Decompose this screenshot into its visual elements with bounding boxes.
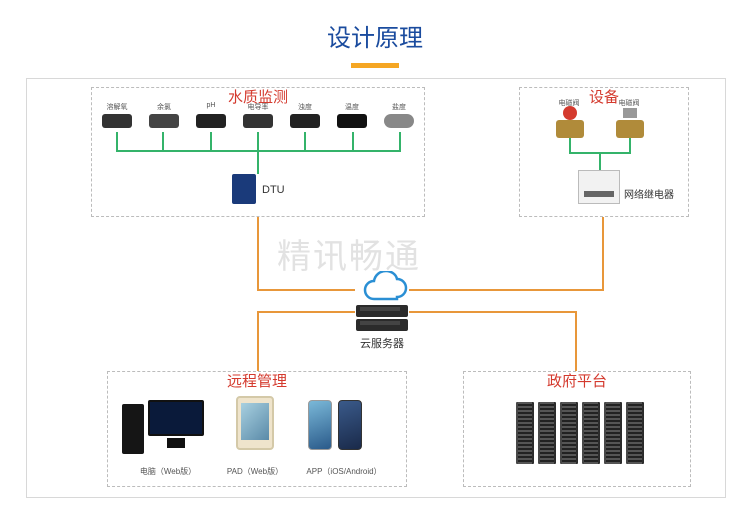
phone-icon xyxy=(338,400,362,450)
sensor-drop xyxy=(352,132,354,150)
dtu-icon xyxy=(232,174,256,204)
valve-drop xyxy=(629,138,631,152)
dtu-label: DTU xyxy=(262,184,285,196)
server-rack-icon xyxy=(538,402,556,464)
bus-to-dtu xyxy=(257,150,259,174)
sensor-drop xyxy=(399,132,401,150)
conn-monitoring-cloud xyxy=(257,217,259,289)
pc-stand xyxy=(167,438,185,448)
sensor-drop xyxy=(162,132,164,150)
valve-icon xyxy=(556,104,584,138)
cloud-label: 云服务器 xyxy=(342,335,422,351)
server-icon xyxy=(356,319,408,331)
conn-equipment-cloud xyxy=(602,217,604,289)
phone-icon xyxy=(308,400,332,450)
valve-drop xyxy=(569,138,571,152)
relay-icon xyxy=(578,170,620,204)
valve-label: 电磁阀 xyxy=(554,98,584,108)
sensor-drop xyxy=(257,132,259,150)
conn-cloud-remote xyxy=(257,311,259,371)
page-title: 设计原理 xyxy=(0,0,750,53)
server-rack-icon xyxy=(604,402,622,464)
sensor-drop xyxy=(304,132,306,150)
sensor-icon xyxy=(102,114,132,128)
valve-label: 电磁阀 xyxy=(614,98,644,108)
server-rack-icon xyxy=(582,402,600,464)
gov-title: 政府平台 xyxy=(464,370,690,391)
conn-cloud-gov xyxy=(409,311,577,313)
sensor-drop xyxy=(116,132,118,150)
pad-label: PAD（Web版） xyxy=(220,466,290,477)
sensor-row xyxy=(102,114,414,132)
title-underline xyxy=(351,63,399,68)
remote-title: 远程管理 xyxy=(108,370,406,391)
valve-icon xyxy=(616,104,644,138)
pc-tower-icon xyxy=(122,404,144,454)
sensor-icon xyxy=(384,114,414,128)
sensor-icon xyxy=(290,114,320,128)
diagram-frame: 精讯畅通 水质监测 溶解氧 余氯 pH 电导率 浊度 温度 盐度 xyxy=(26,78,726,498)
sensor-icon xyxy=(337,114,367,128)
server-rack-icon xyxy=(626,402,644,464)
server-rack-icon xyxy=(516,402,534,464)
sensor-label: 盐度 xyxy=(384,102,414,112)
sensor-label: 电导率 xyxy=(243,102,273,112)
conn-equipment-cloud xyxy=(409,289,604,291)
conn-monitoring-cloud xyxy=(257,289,355,291)
sensor-icon xyxy=(243,114,273,128)
sensor-label: 余氯 xyxy=(149,102,179,112)
relay-label: 网络继电器 xyxy=(624,186,674,201)
sensor-label: pH xyxy=(196,102,226,112)
sensor-label: 溶解氧 xyxy=(102,102,132,112)
sensor-icon xyxy=(149,114,179,128)
app-label: APP（iOS/Android） xyxy=(294,466,394,477)
sensor-icon xyxy=(196,114,226,128)
equipment-title: 设备 xyxy=(520,86,688,107)
pc-monitor-icon xyxy=(148,400,204,436)
server-rack-icon xyxy=(560,402,578,464)
server-icon xyxy=(356,305,408,317)
bus-to-relay xyxy=(599,152,601,170)
equipment-box: 设备 电磁阀 电磁阀 网络继电器 xyxy=(519,87,689,217)
conn-cloud-remote xyxy=(257,311,355,313)
gov-box: 政府平台 xyxy=(463,371,691,487)
sensor-label: 温度 xyxy=(337,102,367,112)
sensor-labels: 溶解氧 余氯 pH 电导率 浊度 温度 盐度 xyxy=(102,102,414,112)
remote-box: 远程管理 电脑（Web版） PAD（Web版） APP（iOS/Android） xyxy=(107,371,407,487)
pc-label: 电脑（Web版） xyxy=(128,466,208,477)
monitoring-box: 水质监测 溶解氧 余氯 pH 电导率 浊度 温度 盐度 DT xyxy=(91,87,425,217)
tablet-icon xyxy=(236,396,274,450)
conn-cloud-gov xyxy=(575,311,577,371)
sensor-drop xyxy=(210,132,212,150)
sensor-label: 浊度 xyxy=(290,102,320,112)
